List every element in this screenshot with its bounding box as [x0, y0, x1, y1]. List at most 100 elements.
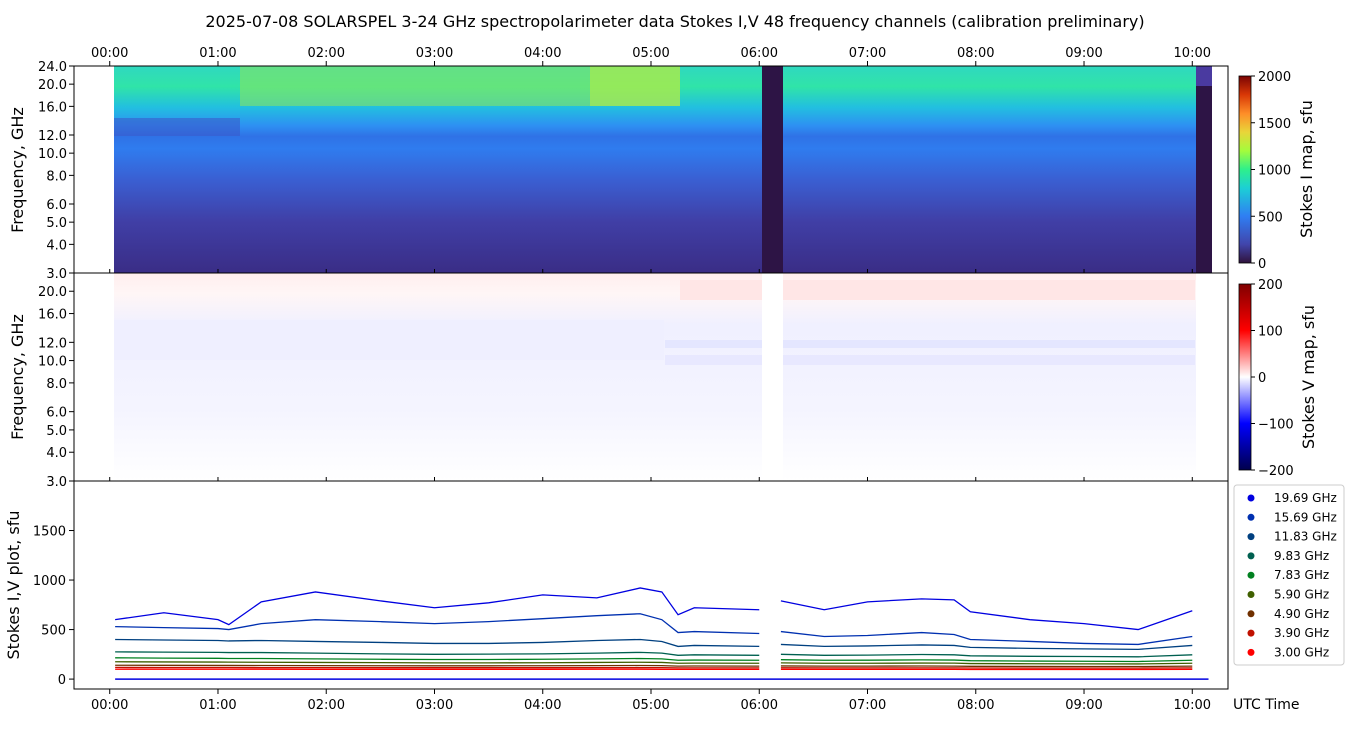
stokes-i-map-ylabel: Frequency, GHz: [8, 107, 27, 233]
series-line: [115, 665, 759, 666]
legend-marker: [1248, 610, 1255, 617]
x-axis-label: UTC Time: [1233, 697, 1299, 713]
freq-tick-label: 12.0: [38, 129, 67, 144]
stokes-i-data-gap: [762, 66, 783, 273]
legend-label: 3.00 GHz: [1274, 645, 1329, 659]
legend-marker: [1248, 552, 1255, 559]
freq-tick-label: 3.0: [46, 267, 67, 282]
x-tick-bottom-label: 07:00: [849, 698, 886, 713]
freq-tick-label: 16.0: [38, 308, 67, 323]
x-tick-bottom-label: 00:00: [91, 698, 128, 713]
legend-marker: [1248, 591, 1255, 598]
legend-marker: [1248, 514, 1255, 521]
plot-y-tick-label: 0: [58, 673, 66, 688]
x-tick-top-label: 08:00: [957, 46, 994, 61]
freq-tick-label: 10.0: [38, 355, 67, 370]
legend-label: 5.90 GHz: [1274, 588, 1329, 602]
stokes-i-gap-top: [1196, 66, 1212, 86]
stokes-v-data-gap: [762, 273, 783, 481]
stokes-v-positive-band: [680, 280, 1195, 300]
colorbar-tick-label: 100: [1258, 325, 1283, 340]
stokes-iv-plot-frame: [74, 481, 1228, 689]
colorbar-tick-label: −200: [1258, 464, 1294, 479]
stokes-v-colorbar: −200 −100 0 100 200 Stokes V map, sfu: [1239, 278, 1318, 479]
stokes-iv-plot-panel: [74, 481, 1228, 689]
series-line: [781, 666, 1192, 667]
freq-tick-label: 6.0: [46, 198, 67, 213]
freq-tick-label: 24.0: [38, 60, 67, 75]
freq-tick-label: 3.0: [46, 475, 67, 490]
x-tick-bottom-label: 03:00: [416, 698, 453, 713]
colorbar-tick-label: 200: [1258, 278, 1283, 293]
legend: 19.69 GHz 15.69 GHz 11.83 GHz 9.83 GHz 7.83 …: [1234, 485, 1344, 665]
x-tick-top-label: 06:00: [741, 46, 778, 61]
stokes-v-data-gap-end: [1196, 273, 1212, 481]
colorbar-tick-label: 2000: [1258, 70, 1291, 85]
freq-tick-label: 16.0: [38, 100, 67, 115]
legend-label: 7.83 GHz: [1274, 568, 1329, 582]
legend-marker: [1248, 572, 1255, 579]
stokes-i-data-gap-end: [1196, 66, 1212, 273]
x-tick-bottom-label: 04:00: [524, 698, 561, 713]
stokes-v-negative-band: [665, 340, 1195, 348]
stokes-i-dark-strip: [114, 118, 240, 136]
x-tick-bottom-label: 09:00: [1065, 698, 1102, 713]
legend-label: 15.69 GHz: [1274, 510, 1337, 524]
x-tick-top-label: 05:00: [632, 46, 669, 61]
x-tick-top-label: 10:00: [1174, 46, 1211, 61]
colorbar-tick-label: 0: [1258, 371, 1266, 386]
stokes-i-colorbar-scale: [1239, 76, 1251, 263]
x-tick-top-label: 03:00: [416, 46, 453, 61]
stokes-v-colorbar-scale: [1239, 284, 1251, 470]
freq-tick-label: 8.0: [46, 169, 67, 184]
freq-tick-label: 6.0: [46, 406, 67, 421]
stokes-iv-plot-ylabel: Stokes I,V plot, sfu: [4, 511, 23, 660]
legend-marker: [1248, 630, 1255, 637]
legend-marker: [1248, 649, 1255, 656]
colorbar-tick-label: 1000: [1258, 164, 1291, 179]
x-tick-top-label: 02:00: [308, 46, 345, 61]
stokes-i-map-panel: [74, 66, 1228, 273]
stokes-v-map-panel: [74, 273, 1228, 481]
freq-tick-label: 20.0: [38, 78, 67, 93]
x-tick-bottom-label: 10:00: [1174, 698, 1211, 713]
freq-tick-label: 8.0: [46, 377, 67, 392]
x-tick-bottom-label: 05:00: [632, 698, 669, 713]
freq-tick-label: 10.0: [38, 147, 67, 162]
freq-tick-label: 5.0: [46, 216, 67, 231]
freq-tick-label: 4.0: [46, 238, 67, 253]
colorbar-tick-label: 0: [1258, 257, 1266, 272]
colorbar-tick-label: −100: [1258, 418, 1294, 433]
x-tick-bottom-label: 08:00: [957, 698, 994, 713]
stokes-v-faint-negative-region: [114, 320, 664, 360]
x-tick-top-label: 09:00: [1065, 46, 1102, 61]
stokes-v-colorbar-label: Stokes V map, sfu: [1299, 305, 1318, 449]
legend-label: 3.90 GHz: [1274, 626, 1329, 640]
stokes-i-peak-region: [590, 66, 680, 106]
stokes-v-negative-band-2: [665, 355, 1195, 365]
freq-tick-label: 5.0: [46, 424, 67, 439]
legend-marker: [1248, 495, 1255, 502]
plot-y-tick-label: 1500: [33, 525, 66, 540]
legend-label: 19.69 GHz: [1274, 491, 1337, 505]
stokes-v-heatmap-image: [114, 273, 1212, 481]
colorbar-tick-label: 500: [1258, 210, 1283, 225]
x-tick-top-label: 04:00: [524, 46, 561, 61]
legend-label: 9.83 GHz: [1274, 549, 1329, 563]
stokes-v-colorbar-ticks: −200 −100 0 100 200: [1251, 278, 1294, 479]
stokes-i-colorbar-label: Stokes I map, sfu: [1297, 100, 1316, 238]
freq-tick-label: 20.0: [38, 285, 67, 300]
x-tick-top-label: 00:00: [91, 46, 128, 61]
x-tick-bottom-label: 01:00: [199, 698, 236, 713]
plot-y-tick-label: 1000: [33, 574, 66, 589]
legend-label: 11.83 GHz: [1274, 530, 1337, 544]
chart-title: 2025-07-08 SOLARSPEL 3-24 GHz spectropol…: [205, 12, 1144, 31]
freq-tick-label: 4.0: [46, 446, 67, 461]
legend-label: 4.90 GHz: [1274, 607, 1329, 621]
x-tick-bottom-label: 02:00: [308, 698, 345, 713]
legend-marker: [1248, 533, 1255, 540]
